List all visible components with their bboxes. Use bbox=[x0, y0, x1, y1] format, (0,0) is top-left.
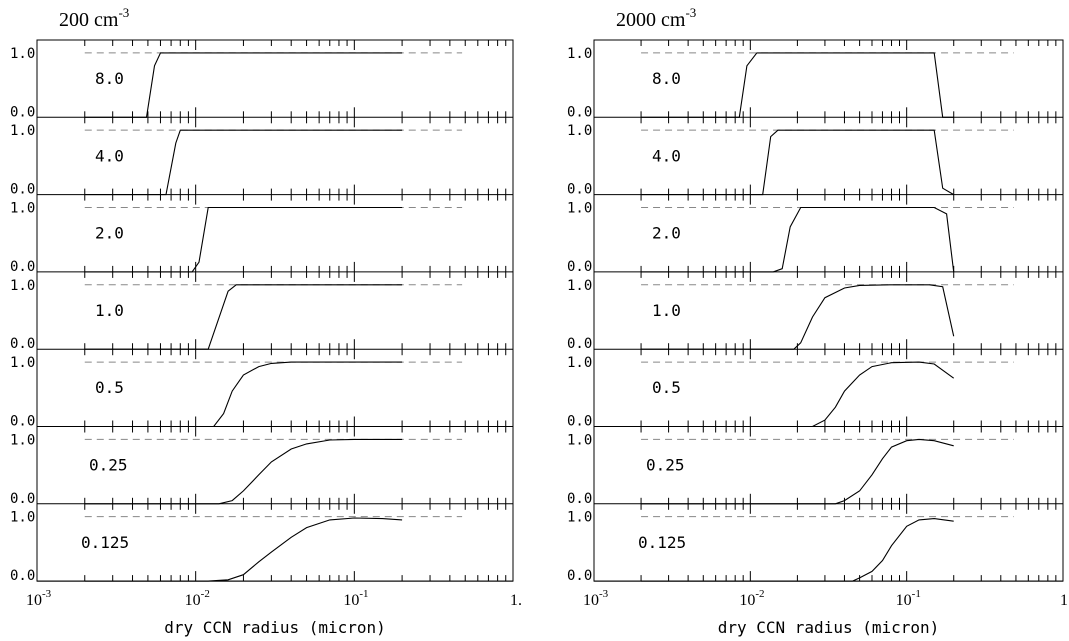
panel-1-0: 1.0 0.0 1.0 bbox=[10, 271, 514, 352]
y-tick-label: 0.0 bbox=[10, 336, 35, 352]
y-tick-label: 1.0 bbox=[567, 200, 592, 216]
x-tick-label: 10-1 bbox=[896, 588, 921, 609]
y-tick-label: 1.0 bbox=[10, 200, 35, 216]
series-line bbox=[641, 206, 955, 273]
panel-4-0: 1.0 0.0 4.0 bbox=[567, 117, 1064, 198]
panel-label: 0.5 bbox=[95, 378, 124, 397]
x-tick-label: 10-3 bbox=[583, 588, 609, 609]
y-tick-label: 0.0 bbox=[10, 491, 35, 507]
panel-8-0: 1.0 0.0 8.0 bbox=[10, 40, 514, 120]
panel-1-0: 1.0 0.0 1.0 bbox=[567, 271, 1064, 352]
series-line bbox=[641, 361, 955, 428]
panel-label: 4.0 bbox=[652, 146, 681, 165]
series-line bbox=[84, 361, 403, 428]
panel-label: 0.25 bbox=[646, 456, 685, 475]
y-tick-label: 1.0 bbox=[567, 278, 592, 294]
panel-label: 0.125 bbox=[81, 533, 129, 552]
y-tick-label: 0.0 bbox=[10, 259, 35, 275]
panel-label: 8.0 bbox=[95, 69, 124, 88]
y-tick-label: 1.0 bbox=[10, 510, 35, 526]
series-line bbox=[84, 284, 403, 350]
x-tick-label: 1. bbox=[1060, 592, 1069, 609]
x-tick-label-exponent: -3 bbox=[599, 588, 609, 600]
panel-2-0: 1.0 0.0 2.0 bbox=[10, 194, 514, 275]
chart-title-exponent: -3 bbox=[685, 5, 696, 20]
x-axis-label: dry CCN radius (micron) bbox=[164, 618, 386, 637]
panel-label: 2.0 bbox=[652, 224, 681, 243]
chart-right: 2000 cm-3 1.0 0.0 8.0 1.0 0.0 4.0 1.0 0.0 2.0 1.0 0… bbox=[567, 5, 1069, 637]
series-line bbox=[641, 129, 954, 196]
y-tick-label: 1.0 bbox=[10, 123, 35, 139]
series-line bbox=[84, 517, 403, 582]
y-tick-label: 1.0 bbox=[567, 123, 592, 139]
y-tick-label: 1.0 bbox=[10, 355, 35, 371]
y-tick-label: 0.0 bbox=[567, 336, 592, 352]
panel-0-25: 1.0 0.0 0.25 bbox=[567, 426, 1064, 507]
y-tick-label: 0.0 bbox=[567, 104, 592, 120]
panel-label: 4.0 bbox=[95, 146, 124, 165]
x-tick-label: 10-2 bbox=[185, 588, 210, 609]
x-tick-label: 1. bbox=[510, 592, 522, 609]
x-tick-label: 10-1 bbox=[343, 588, 368, 609]
panel-0-5: 1.0 0.0 0.5 bbox=[10, 349, 514, 430]
x-tick-label-exponent: -3 bbox=[42, 588, 52, 600]
panel-label: 0.25 bbox=[89, 456, 128, 475]
y-tick-label: 1.0 bbox=[567, 46, 592, 62]
series-line bbox=[84, 438, 403, 505]
series-line bbox=[84, 206, 403, 273]
series-line bbox=[84, 52, 403, 118]
x-axis-label: dry CCN radius (micron) bbox=[718, 618, 940, 637]
x-tick-label-exponent: -2 bbox=[201, 588, 210, 600]
chart-title: 2000 cm-3 bbox=[616, 5, 696, 31]
panel-4-0: 1.0 0.0 4.0 bbox=[10, 117, 514, 198]
chart-title-exponent: -3 bbox=[118, 5, 129, 20]
panel-8-0: 1.0 0.0 8.0 bbox=[567, 40, 1064, 120]
x-tick-label: 10-2 bbox=[739, 588, 764, 609]
panel-0-125: 1.0 0.0 0.125 bbox=[567, 503, 1064, 584]
x-tick-label: 10-3 bbox=[26, 588, 52, 609]
y-tick-label: 1.0 bbox=[10, 46, 35, 62]
chart-title: 200 cm-3 bbox=[59, 5, 129, 31]
panel-label: 0.5 bbox=[652, 378, 681, 397]
y-tick-label: 1.0 bbox=[567, 510, 592, 526]
y-tick-label: 0.0 bbox=[10, 182, 35, 198]
panel-2-0: 1.0 0.0 2.0 bbox=[567, 194, 1064, 275]
y-tick-label: 0.0 bbox=[567, 259, 592, 275]
y-tick-label: 0.0 bbox=[567, 414, 592, 430]
panel-label: 1.0 bbox=[95, 301, 124, 320]
chart-left: 200 cm-3 1.0 0.0 8.0 1.0 0.0 4.0 1.0 0.0 2.0 1.0 0.… bbox=[10, 5, 522, 637]
y-tick-label: 0.0 bbox=[10, 414, 35, 430]
series-line bbox=[641, 52, 954, 118]
y-tick-label: 0.0 bbox=[10, 568, 35, 584]
panel-0-125: 1.0 0.0 0.125 bbox=[10, 503, 514, 584]
x-tick-label-exponent: -2 bbox=[755, 588, 764, 600]
series-line bbox=[641, 438, 954, 505]
y-tick-label: 0.0 bbox=[10, 104, 35, 120]
y-tick-label: 1.0 bbox=[567, 355, 592, 371]
panel-label: 1.0 bbox=[652, 301, 681, 320]
series-line bbox=[641, 284, 955, 350]
series-line bbox=[84, 129, 403, 196]
y-tick-label: 1.0 bbox=[10, 432, 35, 448]
y-tick-label: 0.0 bbox=[567, 491, 592, 507]
panel-label: 0.125 bbox=[638, 533, 686, 552]
panel-label: 2.0 bbox=[95, 224, 124, 243]
y-tick-label: 0.0 bbox=[567, 182, 592, 198]
y-tick-label: 1.0 bbox=[567, 432, 592, 448]
x-tick-label-exponent: -1 bbox=[912, 588, 921, 600]
x-tick-label-exponent: -1 bbox=[359, 588, 368, 600]
series-line bbox=[641, 518, 954, 582]
panel-label: 8.0 bbox=[652, 69, 681, 88]
panel-0-25: 1.0 0.0 0.25 bbox=[10, 426, 514, 507]
y-tick-label: 0.0 bbox=[567, 568, 592, 584]
y-tick-label: 1.0 bbox=[10, 278, 35, 294]
panel-0-5: 1.0 0.0 0.5 bbox=[567, 349, 1064, 430]
